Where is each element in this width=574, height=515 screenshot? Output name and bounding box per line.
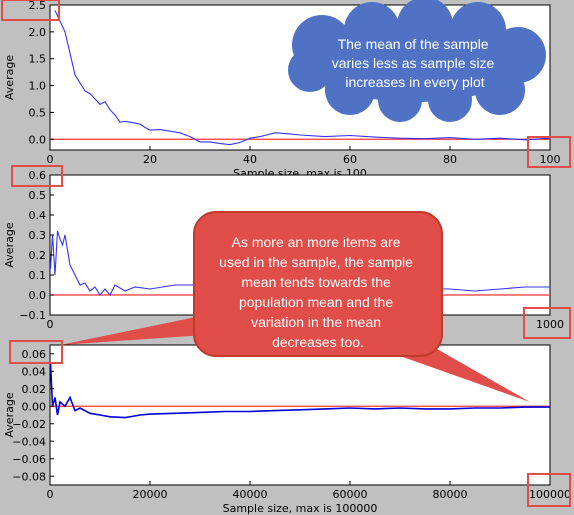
cloud-shape	[288, 0, 546, 122]
y-tick-label: 0.04	[22, 365, 47, 378]
y-tick-label: 0.1	[29, 269, 47, 282]
speech-box	[193, 211, 443, 357]
x-axis-title: Sample size, max is 100000	[223, 502, 378, 515]
x-tick-label: 20	[143, 153, 157, 166]
y-tick-label: 2.0	[29, 26, 47, 39]
cloud-text: The mean of the sample varies less as sa…	[332, 36, 499, 90]
speech-callout: As more an more items are used in the sa…	[60, 211, 530, 402]
y-tick-label: 0.5	[29, 106, 47, 119]
speech-text: As more an more items are used in the sa…	[219, 234, 417, 350]
speech-tail	[400, 345, 530, 402]
y-axis-title: Average	[3, 392, 16, 437]
plot-area	[49, 344, 551, 486]
x-tick-label: 0	[47, 318, 54, 331]
x-tick-label: 1000	[536, 318, 564, 331]
x-tick-label: 40000	[233, 488, 268, 501]
cloud-callout: The mean of the sample varies less as sa…	[288, 0, 546, 122]
y-tick-label: 2.5	[29, 0, 47, 12]
y-tick-label: −0.06	[12, 453, 46, 466]
series-group	[50, 10, 551, 146]
x-tick-label: 80	[443, 153, 457, 166]
highlight-box	[1, 0, 60, 21]
y-tick-label: 0.00	[22, 400, 47, 413]
highlight-box	[527, 136, 571, 168]
highlight-box	[527, 473, 571, 507]
x-tick-label: 80000	[433, 488, 468, 501]
y-tick-label: 0.3	[29, 229, 47, 242]
series-line	[49, 362, 550, 419]
x-tick-label: 40	[243, 153, 257, 166]
y-tick-label: −0.02	[12, 418, 46, 431]
x-tick-label: 20000	[133, 488, 168, 501]
y-tick-label: 0.4	[29, 209, 47, 222]
x-tick-label: 60	[343, 153, 357, 166]
highlight-boxes	[1, 0, 571, 507]
y-tick-label: 1.0	[29, 80, 47, 93]
y-axis-title: Average	[3, 222, 16, 267]
y-tick-label: 0.06	[22, 348, 47, 361]
y-tick-label: −0.04	[12, 435, 46, 448]
chart-panel-sample-size-100000: 0 20000 40000 60000 80000 100000 0.06 0.04 0.02 0…	[3, 344, 571, 515]
y-tick-label: 0.02	[22, 383, 47, 396]
y-tick-label: 0.6	[29, 169, 47, 182]
y-tick-label: 0.2	[29, 249, 47, 262]
y-tick-label: 0.5	[29, 189, 47, 202]
highlight-box	[523, 307, 571, 339]
highlight-box	[11, 165, 63, 187]
y-tick-label: −0.1	[19, 309, 46, 322]
y-tick-label: 0.0	[29, 289, 47, 302]
series-line	[54, 10, 551, 146]
x-tick-label: 100	[540, 153, 561, 166]
highlight-box	[9, 340, 63, 364]
speech-tail	[60, 310, 230, 345]
y-tick-label: 1.5	[29, 53, 47, 66]
x-tick-label: 0	[47, 153, 54, 166]
y-axis-title: Average	[3, 55, 16, 100]
y-tick-label: 0.0	[29, 133, 47, 146]
x-tick-label: 100000	[529, 488, 571, 501]
x-tick-label: 0	[47, 488, 54, 501]
series-group	[49, 362, 550, 419]
x-tick-label: 60000	[333, 488, 368, 501]
y-tick-label: −0.08	[12, 470, 46, 483]
